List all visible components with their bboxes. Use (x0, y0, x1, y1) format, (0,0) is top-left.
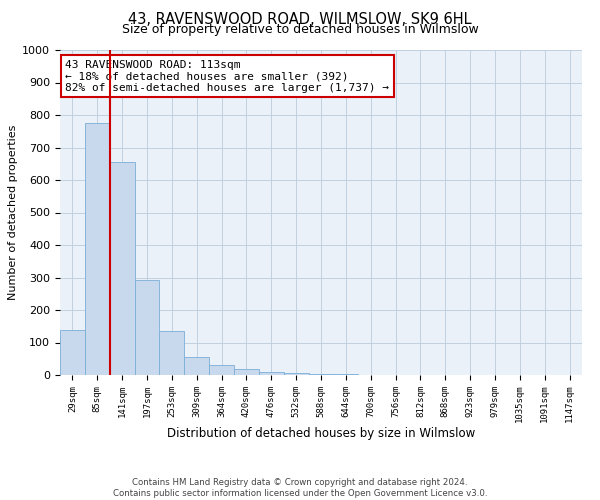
Bar (334, 374, 358, 375)
Bar (209, 365, 234, 375)
Bar (134, 280, 160, 375)
Text: 43 RAVENSWOOD ROAD: 113sqm
← 18% of detached houses are smaller (392)
82% of sem: 43 RAVENSWOOD ROAD: 113sqm ← 18% of deta… (65, 60, 389, 93)
Bar (160, 331, 184, 375)
Text: Size of property relative to detached houses in Wilmslow: Size of property relative to detached ho… (122, 22, 478, 36)
Bar (60, 330, 85, 375)
Bar (308, 374, 334, 375)
X-axis label: Distribution of detached houses by size in Wilmslow: Distribution of detached houses by size … (167, 426, 475, 440)
Bar (110, 162, 134, 375)
Text: Contains HM Land Registry data © Crown copyright and database right 2024.
Contai: Contains HM Land Registry data © Crown c… (113, 478, 487, 498)
Bar (284, 374, 308, 375)
Y-axis label: Number of detached properties: Number of detached properties (8, 125, 18, 300)
Bar (85, 123, 110, 375)
Bar (234, 369, 259, 375)
Text: 43, RAVENSWOOD ROAD, WILMSLOW, SK9 6HL: 43, RAVENSWOOD ROAD, WILMSLOW, SK9 6HL (128, 12, 472, 28)
Bar (259, 372, 284, 375)
Bar (184, 357, 209, 375)
